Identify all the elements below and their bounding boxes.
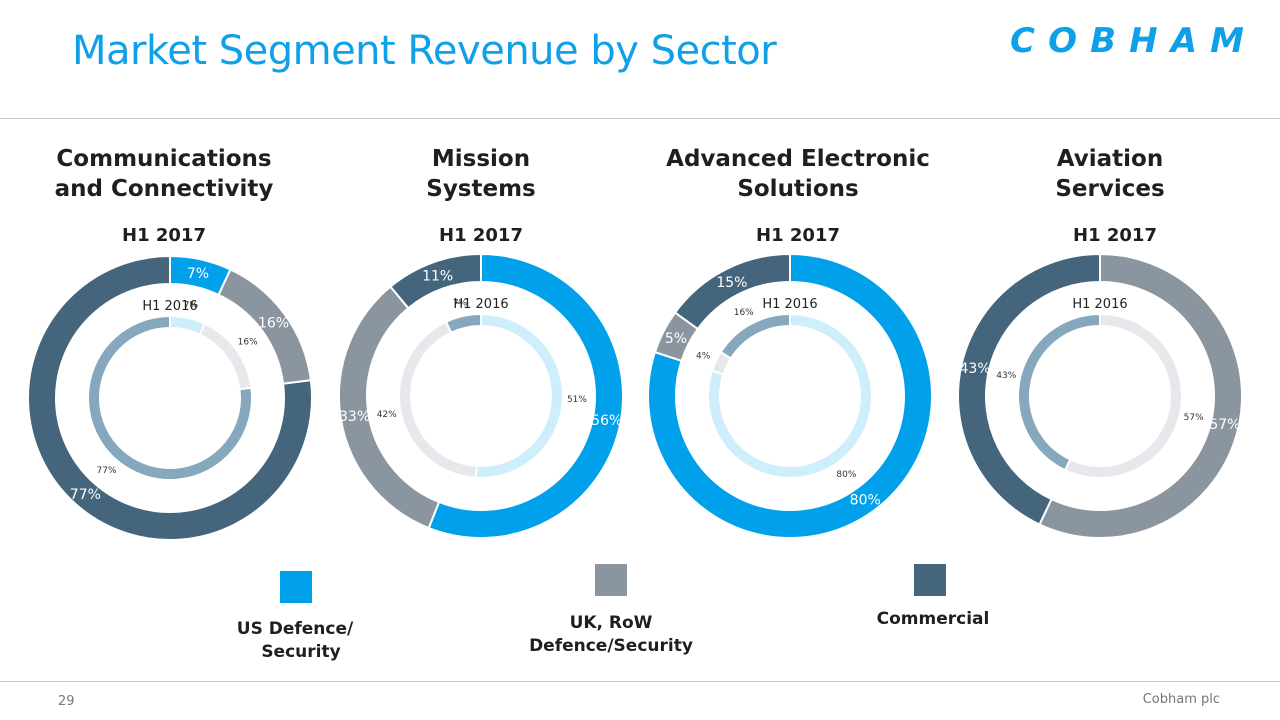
period-label-inner: H1 2016 xyxy=(762,297,817,312)
legend-label-commercial: Commercial xyxy=(833,608,1033,631)
page-title: Market Segment Revenue by Sector xyxy=(72,28,777,74)
donut-slice-commercial xyxy=(719,312,791,360)
slice-label: 16% xyxy=(734,308,754,318)
period-label-outer: H1 2017 xyxy=(122,225,206,246)
legend-label-uk-row-defence: UK, RoW Defence/Security xyxy=(511,612,711,658)
donut-slice-commercial xyxy=(389,252,482,310)
donut-slice-uk-row-defence xyxy=(338,285,441,530)
slice-label: 80% xyxy=(836,470,856,480)
donut-slice-us-defence xyxy=(647,252,933,539)
sector-title-line: Advanced Electronic xyxy=(666,146,930,172)
donut-slice-uk-row-defence xyxy=(1063,312,1183,479)
donut-slice-us-defence xyxy=(427,252,624,539)
donut-slice-commercial xyxy=(1017,312,1101,472)
sector-title-line: Systems xyxy=(426,176,536,202)
company-name: Cobham plc xyxy=(1142,692,1220,707)
slice-label: 77% xyxy=(97,466,117,476)
donut-slice-uk-row-defence xyxy=(1038,252,1243,539)
sector-title-aviation: Aviation Services xyxy=(950,144,1270,204)
slice-label: 57% xyxy=(1209,417,1240,433)
legend-label-line: Commercial xyxy=(876,609,990,629)
slice-label: 43% xyxy=(996,371,1016,381)
sector-title-line: Mission xyxy=(431,146,531,172)
sector-title-line: Communications xyxy=(56,146,272,172)
period-label-outer: H1 2017 xyxy=(1073,225,1157,246)
donut-slice-uk-row-defence xyxy=(198,322,253,391)
donut-slice-commercial xyxy=(27,254,313,541)
legend-label-line: US Defence/ xyxy=(236,619,354,639)
donut-slice-us-defence xyxy=(474,312,564,479)
sector-title-line: Services xyxy=(1055,176,1165,202)
slice-label: 5% xyxy=(665,331,687,347)
page-number: 29 xyxy=(58,694,75,709)
header-divider xyxy=(0,118,1280,119)
legend-swatch-uk-row-defence xyxy=(595,564,627,596)
period-label-outer: H1 2017 xyxy=(439,225,523,246)
period-label-inner: H1 2016 xyxy=(1072,297,1127,312)
slice-label: 57% xyxy=(1184,413,1204,423)
sector-title-mission: Mission Systems xyxy=(321,144,641,204)
slice-label: 80% xyxy=(850,492,881,508)
period-label-inner: H1 2016 xyxy=(142,299,197,314)
slice-label: 7% xyxy=(184,300,199,310)
slice-label: 7% xyxy=(187,266,209,282)
slice-label: 16% xyxy=(258,316,289,332)
cobham-logo: COBHAM xyxy=(1010,20,1250,64)
slice-label: 43% xyxy=(960,361,991,377)
slice-label: 15% xyxy=(716,275,747,291)
slice-label: 33% xyxy=(339,409,370,425)
legend-label-line: Security xyxy=(261,642,341,662)
slice-label: 16% xyxy=(238,338,258,348)
donut-slice-uk-row-defence xyxy=(398,320,478,479)
sector-title-line: Solutions xyxy=(737,176,859,202)
legend-label-us-defence: US Defence/ Security xyxy=(195,618,395,664)
donut-slice-commercial xyxy=(87,314,253,481)
donut-slice-us-defence xyxy=(169,314,207,336)
slice-label: 56% xyxy=(591,413,622,429)
slice-label: 77% xyxy=(70,487,101,503)
slice-label: 51% xyxy=(567,395,587,405)
period-label-inner: H1 2016 xyxy=(453,297,508,312)
slice-label: 11% xyxy=(422,268,453,284)
sector-title-line: Aviation xyxy=(1056,146,1164,172)
legend-label-line: UK, RoW xyxy=(569,613,653,633)
footer-divider xyxy=(0,681,1280,682)
slice-label: 7% xyxy=(453,298,468,308)
sector-title-advanced: Advanced Electronic Solutions xyxy=(638,144,958,204)
sector-title-line: and Connectivity xyxy=(54,176,274,202)
slice-label: 4% xyxy=(696,351,711,361)
period-label-outer: H1 2017 xyxy=(756,225,840,246)
legend-swatch-commercial xyxy=(914,564,946,596)
donut-slice-commercial xyxy=(673,252,791,331)
legend-swatch-us-defence xyxy=(280,571,312,603)
sector-title-communications: Communications and Connectivity xyxy=(4,144,324,204)
donut-slice-commercial xyxy=(444,312,482,334)
donut-slice-commercial xyxy=(957,252,1101,526)
legend-label-line: Defence/Security xyxy=(529,636,693,656)
slice-label: 42% xyxy=(377,410,397,420)
